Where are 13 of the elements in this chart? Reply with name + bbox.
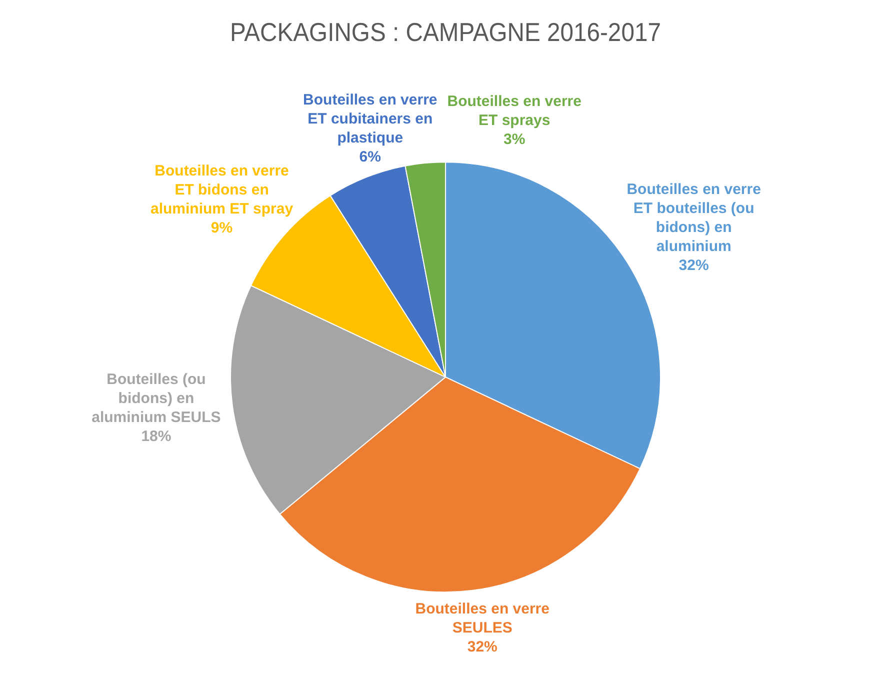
data-label: 18%	[141, 428, 172, 445]
slice-label: Bouteilles en verre ET cubitainers en plastique	[303, 91, 438, 146]
data-label: 3%	[504, 130, 526, 148]
slice-label: Bouteilles (ou bidons) en aluminium SEULS	[92, 370, 221, 426]
slice-label: Bouteilles en verre SEULES	[415, 600, 550, 637]
slice-label: Bouteilles en verre ET bidons en aluminium ET spray	[150, 162, 294, 218]
slice-label: Bouteilles en verre ET bouteilles (ou bidons) en aluminium	[626, 181, 761, 256]
data-label: 32%	[467, 638, 498, 656]
chart-title: PACKAGINGS : CAMPAGNE 2016-2017	[230, 18, 661, 48]
data-label: 32%	[678, 257, 709, 274]
data-label: 6%	[359, 148, 381, 166]
data-label: 9%	[210, 219, 233, 236]
slice-label: Bouteilles en verre ET sprays	[447, 92, 582, 129]
